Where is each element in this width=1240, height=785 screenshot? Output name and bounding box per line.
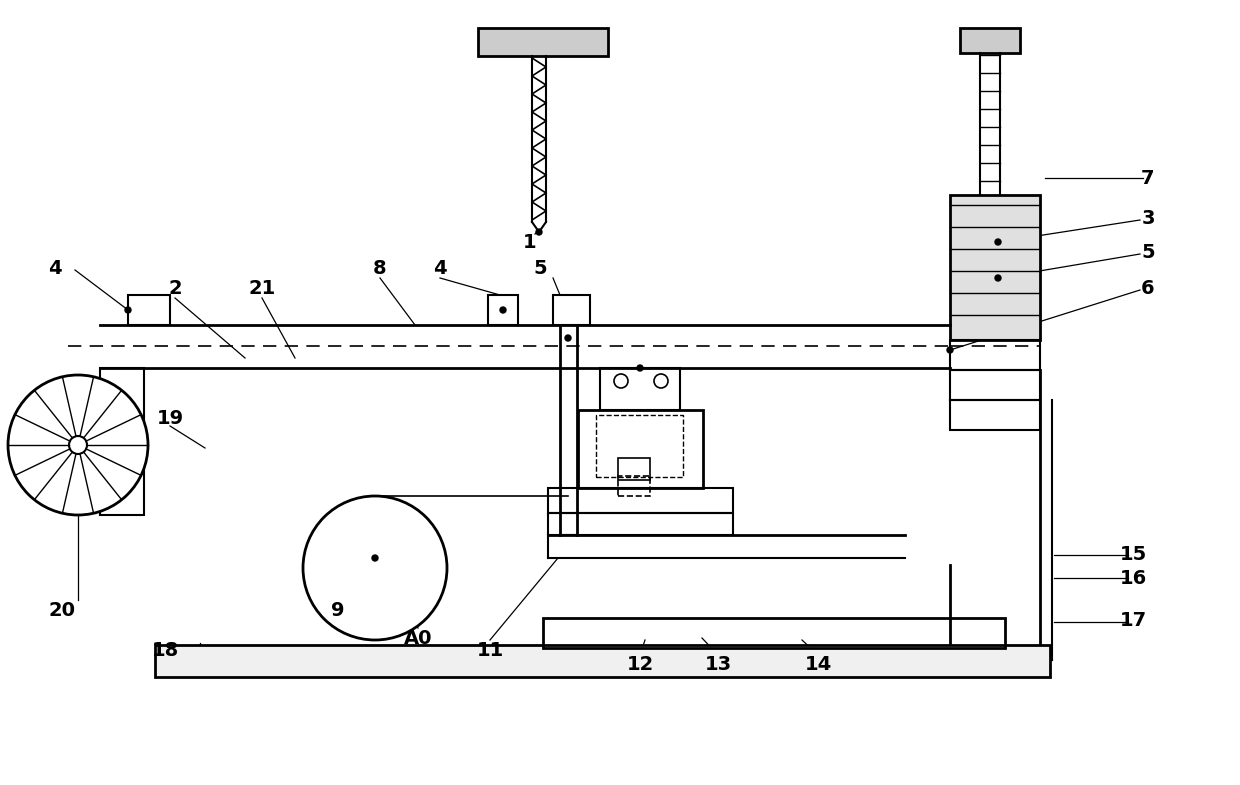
Circle shape (614, 374, 627, 388)
Text: 13: 13 (704, 655, 732, 674)
Circle shape (947, 347, 954, 353)
Bar (548, 513, 733, 535)
Text: 3: 3 (1141, 209, 1154, 228)
Text: 21: 21 (248, 279, 275, 298)
Text: 4: 4 (48, 258, 62, 278)
Circle shape (7, 375, 148, 515)
Bar (596, 415, 683, 477)
Text: 12: 12 (626, 655, 653, 674)
Text: 9: 9 (331, 601, 345, 619)
Circle shape (637, 365, 644, 371)
Text: A0: A0 (404, 629, 433, 648)
Bar (578, 410, 703, 488)
Bar (477, 28, 608, 56)
Bar (548, 488, 733, 513)
Text: 4: 4 (433, 258, 446, 278)
Bar (489, 295, 518, 325)
Bar (543, 618, 1004, 648)
Bar (950, 340, 1040, 370)
Text: 14: 14 (805, 655, 832, 674)
Circle shape (994, 239, 1001, 245)
Text: 16: 16 (1120, 568, 1147, 587)
Text: 6: 6 (1141, 279, 1154, 298)
Circle shape (372, 555, 378, 561)
Bar (553, 295, 590, 325)
Circle shape (994, 275, 1001, 281)
Bar (950, 370, 1040, 400)
Bar (618, 476, 650, 496)
Bar (618, 458, 650, 480)
Bar (100, 368, 144, 515)
Circle shape (69, 436, 87, 454)
Text: 7: 7 (1141, 169, 1154, 188)
Bar (960, 28, 1021, 53)
Text: 5: 5 (1141, 243, 1154, 261)
Circle shape (653, 374, 668, 388)
Circle shape (500, 307, 506, 313)
Bar (155, 645, 1050, 677)
Text: 8: 8 (373, 258, 387, 278)
Circle shape (536, 229, 542, 235)
Text: 19: 19 (156, 408, 184, 428)
Text: 1: 1 (523, 232, 537, 251)
Bar (950, 195, 1040, 340)
Text: 5: 5 (533, 258, 547, 278)
Text: 11: 11 (476, 641, 503, 659)
Bar (322, 552, 425, 588)
Text: 18: 18 (151, 641, 179, 659)
Bar (950, 400, 1040, 430)
Bar (128, 295, 170, 325)
Text: 15: 15 (1120, 545, 1147, 564)
Circle shape (565, 335, 570, 341)
Text: 20: 20 (48, 601, 76, 619)
Text: 2: 2 (169, 279, 182, 298)
Circle shape (125, 307, 131, 313)
Text: 17: 17 (1120, 611, 1147, 630)
Circle shape (303, 496, 446, 640)
Bar (600, 368, 680, 410)
